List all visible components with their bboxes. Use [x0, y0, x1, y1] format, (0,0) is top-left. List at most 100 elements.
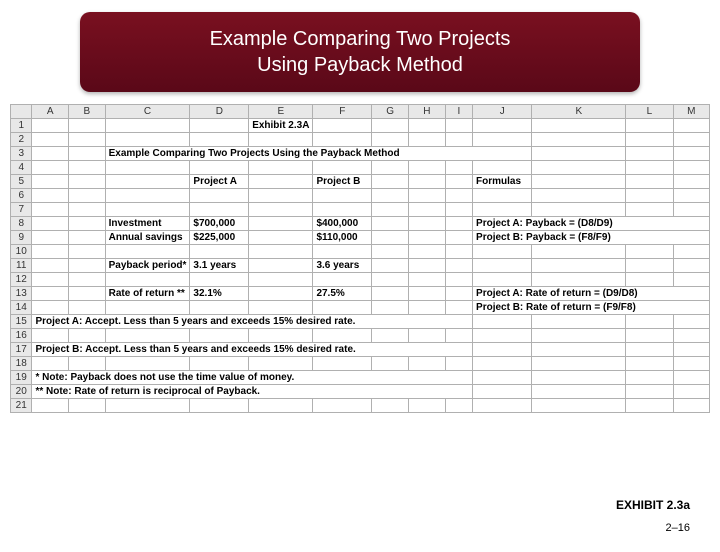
- cell-J17: [473, 343, 532, 357]
- cell-I5: [445, 175, 472, 189]
- cell-L2: [626, 133, 673, 147]
- cell-A7: [32, 203, 69, 217]
- cell-F6: [313, 189, 372, 203]
- cell-K12: [532, 273, 626, 287]
- cell-C21: [105, 399, 190, 413]
- cell-G14: [372, 301, 409, 315]
- cell-B6: [69, 189, 106, 203]
- cell-E16: [249, 329, 313, 343]
- cell-F10: [313, 245, 372, 259]
- cell-J13: Project A: Rate of return = (D9/D8): [473, 287, 710, 301]
- cell-L4: [626, 161, 673, 175]
- cell-B4: [69, 161, 106, 175]
- col-header-F: F: [313, 105, 372, 119]
- row-header-16: 16: [11, 329, 32, 343]
- cell-G7: [372, 203, 409, 217]
- cell-L11: [626, 259, 673, 273]
- cell-G4: [372, 161, 409, 175]
- cell-C7: [105, 203, 190, 217]
- table-row: 19* Note: Payback does not use the time …: [11, 371, 710, 385]
- cell-F18: [313, 357, 372, 371]
- cell-F9: $110,000: [313, 231, 372, 245]
- cell-E6: [249, 189, 313, 203]
- cell-A16: [32, 329, 69, 343]
- cell-E21: [249, 399, 313, 413]
- cell-A6: [32, 189, 69, 203]
- cell-E11: [249, 259, 313, 273]
- col-header-D: D: [190, 105, 249, 119]
- cell-J8: Project A: Payback = (D8/D9): [473, 217, 710, 231]
- row-header-21: 21: [11, 399, 32, 413]
- cell-C6: [105, 189, 190, 203]
- cell-E4: [249, 161, 313, 175]
- cell-M15: [673, 315, 709, 329]
- col-header-B: B: [69, 105, 106, 119]
- spreadsheet-table: ABCDEFGHIJKLM1Exhibit 2.3A23Example Comp…: [10, 104, 710, 413]
- cell-H11: [408, 259, 445, 273]
- cell-I13: [445, 287, 472, 301]
- col-header-K: K: [532, 105, 626, 119]
- cell-B12: [69, 273, 106, 287]
- cell-K17: [532, 343, 626, 357]
- cell-L16: [626, 329, 673, 343]
- cell-M2: [673, 133, 709, 147]
- table-row: 16: [11, 329, 710, 343]
- cell-K10: [532, 245, 626, 259]
- cell-M17: [673, 343, 709, 357]
- cell-A9: [32, 231, 69, 245]
- row-header-9: 9: [11, 231, 32, 245]
- table-row: 20** Note: Rate of return is reciprocal …: [11, 385, 710, 399]
- cell-L10: [626, 245, 673, 259]
- col-header-J: J: [473, 105, 532, 119]
- row-header-6: 6: [11, 189, 32, 203]
- cell-C18: [105, 357, 190, 371]
- cell-K2: [532, 133, 626, 147]
- cell-L17: [626, 343, 673, 357]
- cell-K20: [532, 385, 626, 399]
- cell-D6: [190, 189, 249, 203]
- row-header-13: 13: [11, 287, 32, 301]
- cell-I2: [445, 133, 472, 147]
- cell-H13: [408, 287, 445, 301]
- cell-K15: [532, 315, 626, 329]
- cell-F14: [313, 301, 372, 315]
- cell-G16: [372, 329, 409, 343]
- cell-D12: [190, 273, 249, 287]
- cell-K4: [532, 161, 626, 175]
- page-number: 2–16: [666, 522, 690, 534]
- cell-F13: 27.5%: [313, 287, 372, 301]
- cell-B8: [69, 217, 106, 231]
- cell-B5: [69, 175, 106, 189]
- table-row: 13Rate of return **32.1%27.5%Project A: …: [11, 287, 710, 301]
- cell-D14: [190, 301, 249, 315]
- cell-M11: [673, 259, 709, 273]
- cell-E2: [249, 133, 313, 147]
- row-header-2: 2: [11, 133, 32, 147]
- cell-C3: Example Comparing Two Projects Using the…: [105, 147, 532, 161]
- cell-J16: [473, 329, 532, 343]
- cell-A11: [32, 259, 69, 273]
- cell-A18: [32, 357, 69, 371]
- cell-G2: [372, 133, 409, 147]
- cell-M16: [673, 329, 709, 343]
- cell-L1: [626, 119, 673, 133]
- cell-H9: [408, 231, 445, 245]
- cell-A12: [32, 273, 69, 287]
- cell-I8: [445, 217, 472, 231]
- cell-A17: Project B: Accept. Less than 5 years and…: [32, 343, 473, 357]
- cell-J10: [473, 245, 532, 259]
- cell-I9: [445, 231, 472, 245]
- cell-J5: Formulas: [473, 175, 532, 189]
- cell-J18: [473, 357, 532, 371]
- cell-I7: [445, 203, 472, 217]
- cell-A21: [32, 399, 69, 413]
- slide-title-banner: Example Comparing Two Projects Using Pay…: [80, 12, 640, 92]
- cell-C5: [105, 175, 190, 189]
- cell-E18: [249, 357, 313, 371]
- cell-C1: [105, 119, 190, 133]
- cell-H18: [408, 357, 445, 371]
- table-row: 9Annual savings$225,000$110,000Project B…: [11, 231, 710, 245]
- col-header-I: I: [445, 105, 472, 119]
- cell-J12: [473, 273, 532, 287]
- cell-A1: [32, 119, 69, 133]
